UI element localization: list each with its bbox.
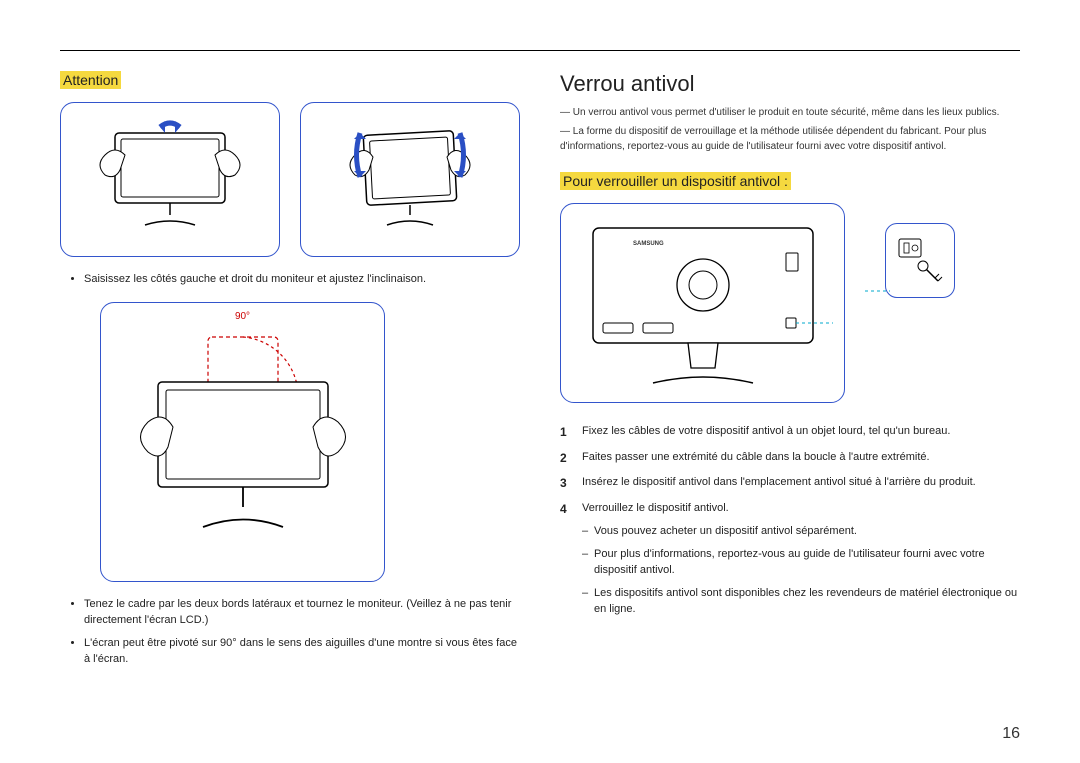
bullet-hold-frame: Tenez le cadre par les deux bords latéra… xyxy=(84,596,520,629)
bullet-list-2: Tenez le cadre par les deux bords latéra… xyxy=(60,596,520,668)
tilt-figures-row xyxy=(60,102,520,257)
lock-subheading: Pour verrouiller un dispositif antivol : xyxy=(560,172,791,190)
figure-tilt-vertical xyxy=(300,102,520,257)
bullet-rotate-90: L'écran peut être pivoté sur 90° dans le… xyxy=(84,635,520,668)
sub-3: Les dispositifs antivol sont disponibles… xyxy=(582,585,1020,618)
dash-icon: ― xyxy=(560,105,573,120)
page-number: 16 xyxy=(1002,725,1020,743)
lock-slot-illustration xyxy=(893,231,948,291)
step-4-text: Verrouillez le dispositif antivol. xyxy=(582,502,729,514)
step-3: Insérez le dispositif antivol dans l'emp… xyxy=(560,474,1020,492)
note-1-text: Un verrou antivol vous permet d'utiliser… xyxy=(573,107,1000,118)
rotate-illustration xyxy=(113,312,373,572)
step-4-sublist: Vous pouvez acheter un dispositif antivo… xyxy=(582,523,1020,618)
lock-illustration-row: SAMSUNG xyxy=(560,203,1020,403)
figure-rotate-90: 90° xyxy=(100,302,385,582)
bullet-list-1: Saisissez les côtés gauche et droit du m… xyxy=(60,271,520,288)
figure-lock-slot xyxy=(885,223,955,298)
note-1: ― Un verrou antivol vous permet d'utilis… xyxy=(560,105,1020,120)
section-title-antitheft: Verrou antivol xyxy=(560,71,1020,97)
rotation-angle-label: 90° xyxy=(235,311,250,322)
step-2: Faites passer une extrémité du câble dan… xyxy=(560,449,1020,467)
lock-detail-wrap xyxy=(865,203,955,298)
attention-heading: Attention xyxy=(60,71,121,89)
right-column: Verrou antivol ― Un verrou antivol vous … xyxy=(560,71,1020,682)
two-column-layout: Attention xyxy=(60,71,1020,682)
monitor-back-illustration: SAMSUNG xyxy=(573,213,833,393)
tilt-side-illustration xyxy=(85,115,255,245)
sub-2: Pour plus d'informations, reportez-vous … xyxy=(582,546,1020,579)
step-4: Verrouillez le dispositif antivol. Vous … xyxy=(560,500,1020,618)
sub-1: Vous pouvez acheter un dispositif antivo… xyxy=(582,523,1020,540)
lock-steps: Fixez les câbles de votre dispositif ant… xyxy=(560,423,1020,618)
figure-tilt-side xyxy=(60,102,280,257)
dash-icon: ― xyxy=(560,124,573,139)
note-2-text: La forme du dispositif de verrouillage e… xyxy=(560,126,986,152)
bullet-tilt: Saisissez les côtés gauche et droit du m… xyxy=(84,271,520,288)
step-1: Fixez les câbles de votre dispositif ant… xyxy=(560,423,1020,441)
tilt-vertical-illustration xyxy=(325,115,495,245)
monitor-brand-text: SAMSUNG xyxy=(633,241,664,247)
left-column: Attention xyxy=(60,71,520,682)
note-2: ― La forme du dispositif de verrouillage… xyxy=(560,124,1020,154)
page-top-rule xyxy=(60,50,1020,51)
figure-monitor-back: SAMSUNG xyxy=(560,203,845,403)
